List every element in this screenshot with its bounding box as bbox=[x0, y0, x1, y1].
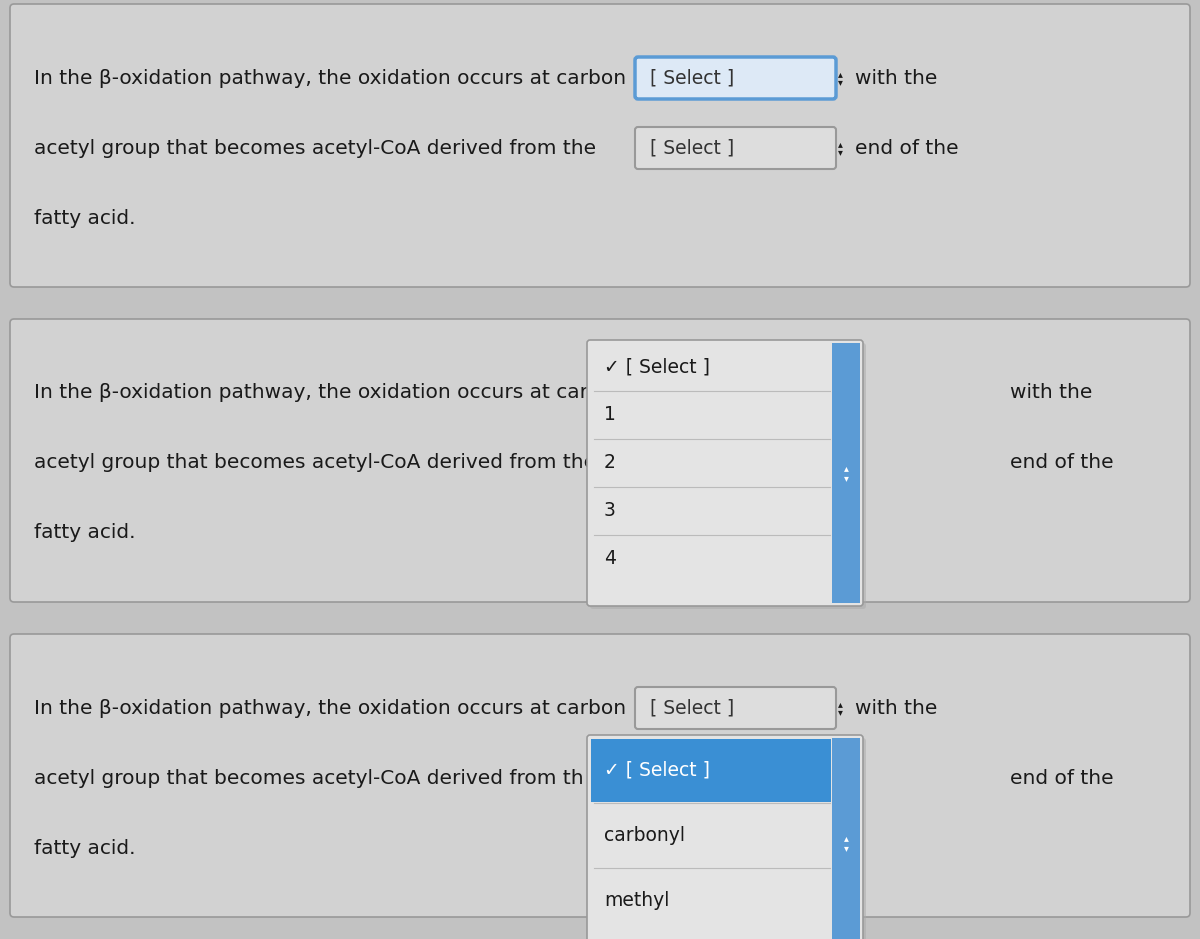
FancyBboxPatch shape bbox=[10, 4, 1190, 287]
Text: ✓ [ Select ]: ✓ [ Select ] bbox=[604, 358, 710, 377]
Text: with the: with the bbox=[1010, 383, 1092, 403]
Bar bbox=[832, 343, 860, 603]
Text: ▴: ▴ bbox=[838, 699, 842, 709]
Text: [ Select ]: [ Select ] bbox=[650, 699, 734, 717]
Text: 4: 4 bbox=[604, 549, 616, 568]
Text: ▾: ▾ bbox=[844, 473, 848, 483]
Text: ▾: ▾ bbox=[838, 707, 842, 717]
Text: In the β-oxidation pathway, the oxidation occurs at carbo: In the β-oxidation pathway, the oxidatio… bbox=[34, 383, 613, 403]
Bar bbox=[832, 738, 860, 939]
Text: [ Select ]: [ Select ] bbox=[650, 138, 734, 158]
Text: In the β-oxidation pathway, the oxidation occurs at carbon: In the β-oxidation pathway, the oxidatio… bbox=[34, 699, 626, 717]
Text: with the: with the bbox=[854, 699, 937, 717]
Text: acetyl group that becomes acetyl-CoA derived from the: acetyl group that becomes acetyl-CoA der… bbox=[34, 454, 596, 472]
Text: end of the: end of the bbox=[854, 138, 959, 158]
Text: ▾: ▾ bbox=[838, 147, 842, 157]
Text: fatty acid.: fatty acid. bbox=[34, 524, 136, 543]
FancyBboxPatch shape bbox=[590, 738, 866, 939]
Text: 2: 2 bbox=[604, 454, 616, 472]
Text: fatty acid.: fatty acid. bbox=[34, 208, 136, 227]
FancyBboxPatch shape bbox=[590, 343, 866, 609]
Text: 1: 1 bbox=[604, 406, 616, 424]
Text: In the β-oxidation pathway, the oxidation occurs at carbon: In the β-oxidation pathway, the oxidatio… bbox=[34, 69, 626, 87]
Text: acetyl group that becomes acetyl-CoA derived from the: acetyl group that becomes acetyl-CoA der… bbox=[34, 138, 596, 158]
Text: ▾: ▾ bbox=[844, 843, 848, 853]
Text: ✓ [ Select ]: ✓ [ Select ] bbox=[604, 761, 710, 780]
FancyBboxPatch shape bbox=[10, 634, 1190, 917]
Text: [ Select ]: [ Select ] bbox=[650, 69, 734, 87]
Text: acetyl group that becomes acetyl-CoA derived from th: acetyl group that becomes acetyl-CoA der… bbox=[34, 768, 583, 788]
FancyBboxPatch shape bbox=[10, 319, 1190, 602]
FancyBboxPatch shape bbox=[635, 687, 836, 729]
Text: fatty acid.: fatty acid. bbox=[34, 839, 136, 857]
Bar bbox=[592, 739, 830, 802]
Text: with the: with the bbox=[854, 69, 937, 87]
Text: end of the: end of the bbox=[1010, 768, 1114, 788]
Text: ▴: ▴ bbox=[838, 69, 842, 79]
FancyBboxPatch shape bbox=[635, 127, 836, 169]
Text: methyl: methyl bbox=[604, 891, 670, 910]
Text: end of the: end of the bbox=[1010, 454, 1114, 472]
Text: ▾: ▾ bbox=[838, 77, 842, 87]
FancyBboxPatch shape bbox=[587, 735, 863, 939]
Text: ▴: ▴ bbox=[838, 139, 842, 149]
FancyBboxPatch shape bbox=[635, 57, 836, 99]
Text: 3: 3 bbox=[604, 501, 616, 520]
Text: carbonyl: carbonyl bbox=[604, 826, 685, 845]
Text: ▴: ▴ bbox=[844, 463, 848, 473]
Text: ▴: ▴ bbox=[844, 833, 848, 843]
FancyBboxPatch shape bbox=[587, 340, 863, 606]
